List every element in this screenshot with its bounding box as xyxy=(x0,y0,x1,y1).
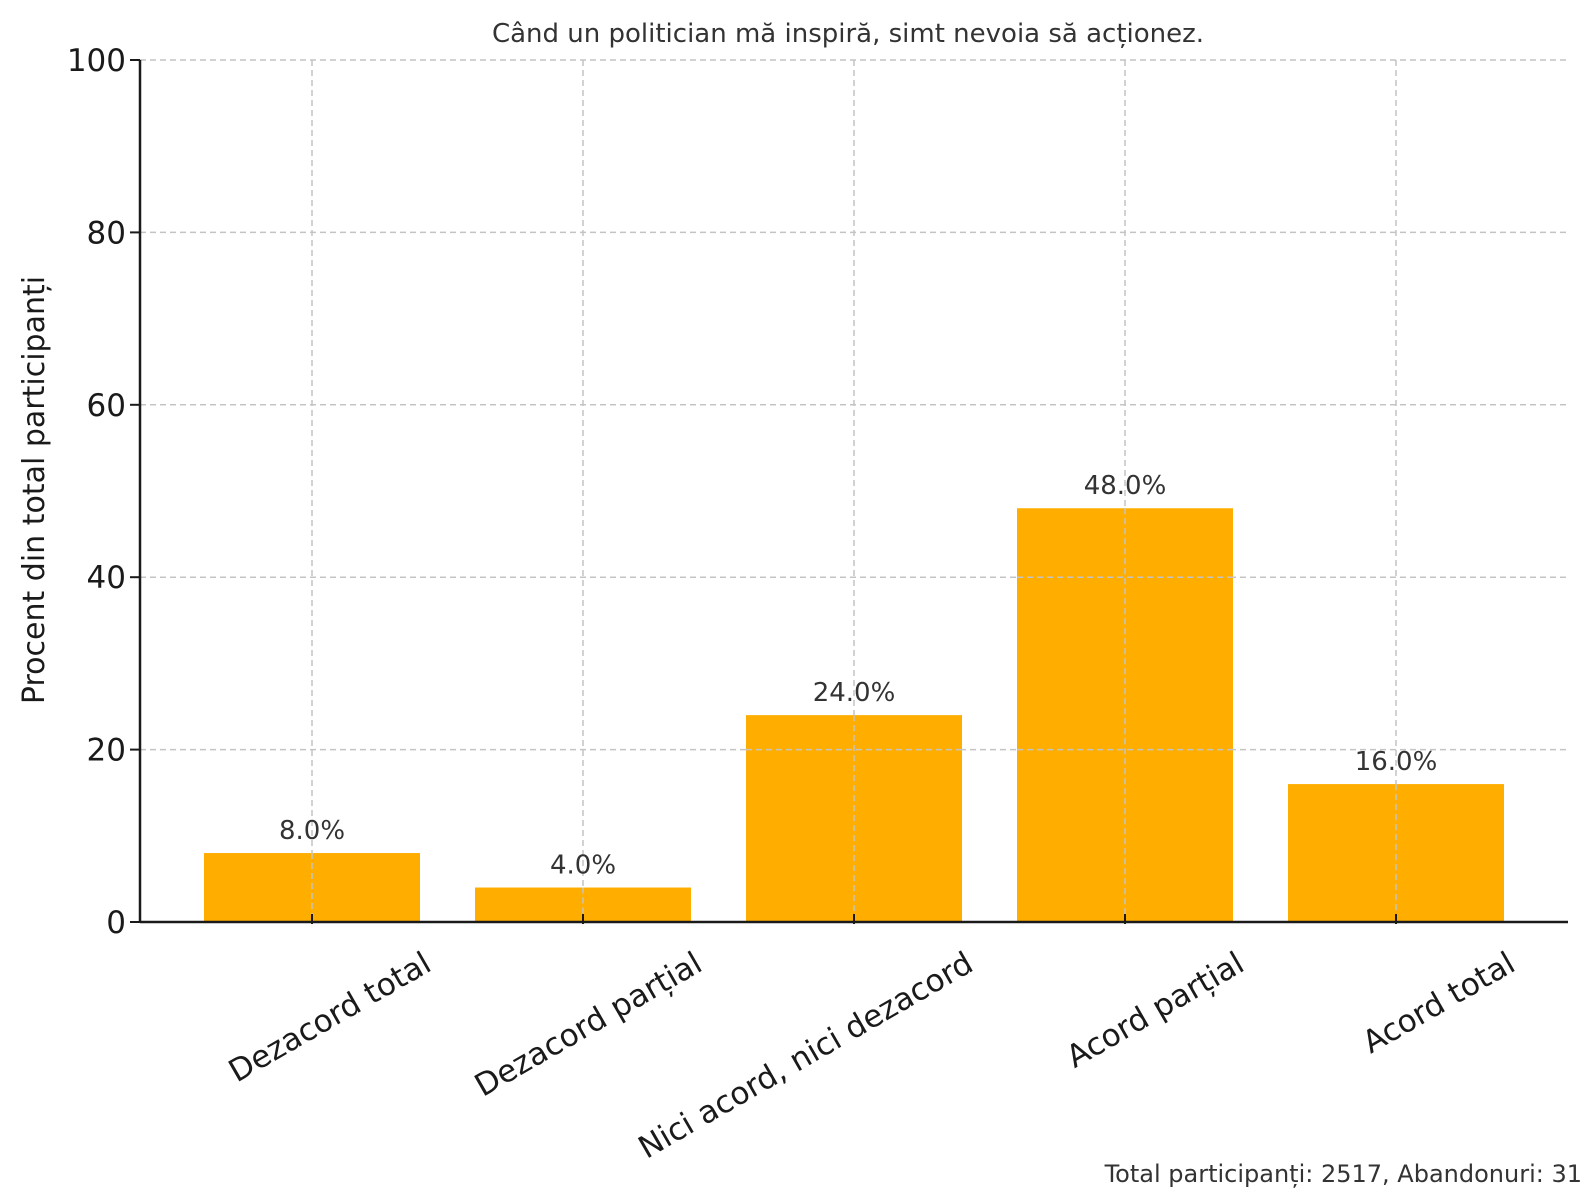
bar-value-label: 48.0% xyxy=(1084,471,1167,501)
grid-lines xyxy=(140,59,1568,922)
y-axis-label: Procent din total participanți xyxy=(17,276,52,704)
y-tick-labels: 0 20 40 60 80 100 xyxy=(67,43,126,941)
axes xyxy=(130,59,1568,924)
footer-note: Total participanți: 2517, Abandonuri: 31 xyxy=(1104,1160,1582,1188)
x-tick-label: Acord total xyxy=(1357,945,1522,1061)
bar-value-label: 16.0% xyxy=(1355,747,1438,777)
x-tick-label: Acord parțial xyxy=(1061,945,1251,1075)
y-tick-label: 80 xyxy=(87,215,126,251)
bar-value-label: 24.0% xyxy=(813,678,896,708)
value-labels: 8.0% 4.0% 24.0% 48.0% 16.0% xyxy=(279,471,1437,880)
y-tick-label: 20 xyxy=(87,733,126,769)
y-tick-label: 0 xyxy=(106,905,126,941)
y-tick-label: 60 xyxy=(87,388,126,424)
bar-value-label: 4.0% xyxy=(550,851,616,881)
bars xyxy=(204,508,1504,922)
bar-value-label: 8.0% xyxy=(279,816,345,846)
x-tick-label: Dezacord total xyxy=(223,945,437,1090)
chart-title: Când un politician mă inspiră, simt nevo… xyxy=(492,19,1204,49)
y-tick-label: 100 xyxy=(67,43,126,79)
x-tick-label: Dezacord parțial xyxy=(469,945,708,1104)
y-tick-label: 40 xyxy=(87,560,126,596)
